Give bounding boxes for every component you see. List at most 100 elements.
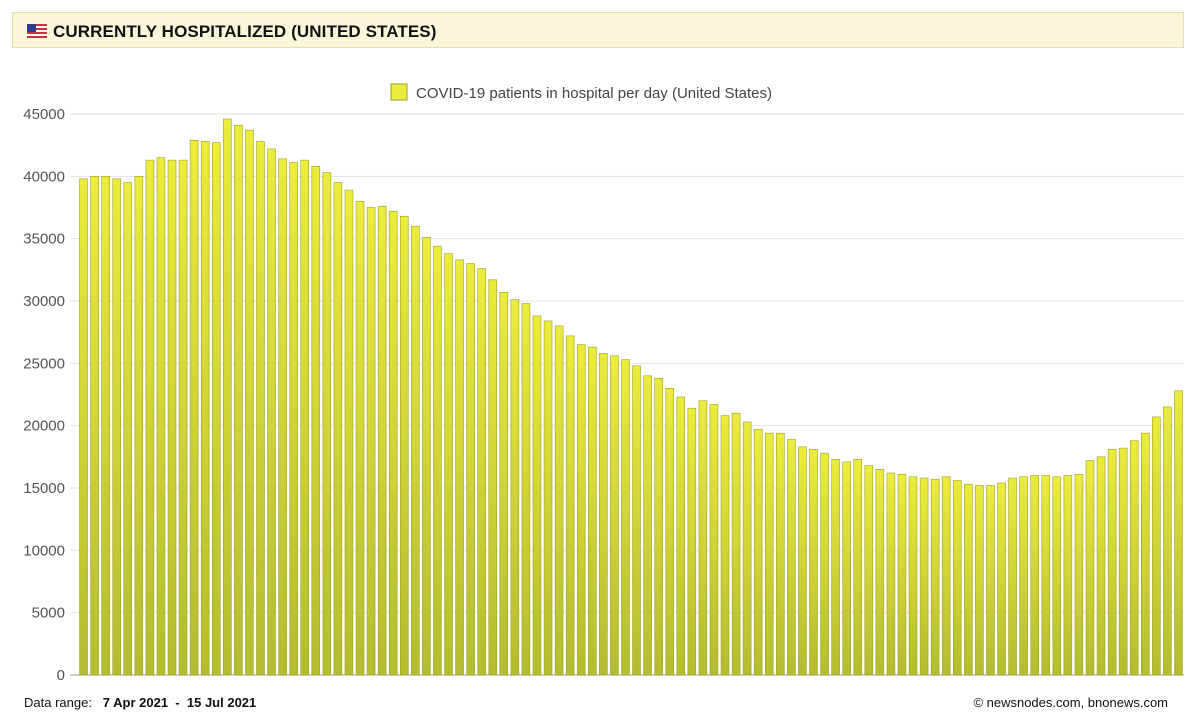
bar[interactable] <box>1107 449 1117 676</box>
bar[interactable] <box>256 141 265 676</box>
bar[interactable] <box>875 468 885 676</box>
bar[interactable] <box>831 459 840 676</box>
bar[interactable] <box>234 124 243 676</box>
bar[interactable] <box>676 396 686 676</box>
bar[interactable] <box>1163 406 1172 676</box>
bar[interactable] <box>731 412 741 676</box>
bar[interactable] <box>986 485 995 676</box>
bar[interactable] <box>588 346 597 676</box>
bar[interactable] <box>798 446 807 676</box>
bar[interactable] <box>477 268 486 676</box>
bar[interactable] <box>189 139 199 676</box>
bar[interactable] <box>344 189 354 676</box>
bar[interactable] <box>90 176 99 676</box>
bar[interactable] <box>1063 475 1073 676</box>
bar[interactable] <box>997 482 1006 676</box>
bar[interactable] <box>510 299 520 676</box>
bar[interactable] <box>543 320 553 676</box>
bar[interactable] <box>532 315 542 676</box>
bar[interactable] <box>720 415 730 676</box>
bar[interactable] <box>411 225 420 676</box>
bar[interactable] <box>576 344 586 676</box>
bar[interactable] <box>1074 473 1084 676</box>
bar[interactable] <box>964 483 973 676</box>
legend-label[interactable]: COVID-19 patients in hospital per day (U… <box>416 85 772 102</box>
bar[interactable] <box>1041 475 1051 676</box>
bar[interactable] <box>499 291 509 676</box>
bar[interactable] <box>930 478 940 676</box>
bar[interactable] <box>908 476 918 676</box>
bar[interactable] <box>1085 460 1095 676</box>
bar[interactable] <box>466 263 475 676</box>
bar[interactable] <box>289 162 298 676</box>
bar[interactable] <box>366 207 376 676</box>
bar[interactable] <box>897 473 907 676</box>
bar[interactable] <box>267 148 276 676</box>
bar[interactable] <box>709 404 719 676</box>
bar[interactable] <box>1141 432 1150 676</box>
bar[interactable] <box>355 200 365 676</box>
bar[interactable] <box>610 355 619 676</box>
bar[interactable] <box>941 476 951 676</box>
bar[interactable] <box>200 141 210 676</box>
bar[interactable] <box>1129 440 1139 676</box>
bar[interactable] <box>134 176 144 676</box>
bar[interactable] <box>554 325 564 676</box>
bar[interactable] <box>1118 447 1128 676</box>
bar[interactable] <box>599 353 608 676</box>
bar[interactable] <box>665 387 674 676</box>
bar[interactable] <box>820 452 829 676</box>
bar[interactable] <box>809 449 818 676</box>
bar[interactable] <box>842 461 851 676</box>
bar[interactable] <box>787 439 796 676</box>
bar[interactable] <box>300 159 310 676</box>
bar[interactable] <box>167 159 177 676</box>
bar[interactable] <box>632 365 641 676</box>
bar[interactable] <box>399 215 409 676</box>
bar[interactable] <box>764 432 774 676</box>
bar[interactable] <box>123 182 133 676</box>
bar[interactable] <box>975 485 984 676</box>
bar[interactable] <box>1008 477 1017 676</box>
bar[interactable] <box>112 178 121 676</box>
bar[interactable] <box>444 253 453 676</box>
bar[interactable] <box>1030 475 1039 676</box>
bar[interactable] <box>654 377 663 676</box>
bar[interactable] <box>79 178 88 676</box>
bar[interactable] <box>521 303 531 676</box>
bar[interactable] <box>101 176 110 676</box>
bar[interactable] <box>621 359 630 676</box>
bar[interactable] <box>1096 456 1106 676</box>
bar[interactable] <box>223 118 232 676</box>
bar[interactable] <box>864 465 874 676</box>
bar[interactable] <box>1174 390 1183 676</box>
bar[interactable] <box>565 335 575 676</box>
legend-swatch[interactable] <box>390 83 408 101</box>
bar[interactable] <box>698 400 708 676</box>
bar[interactable] <box>178 159 188 676</box>
bar[interactable] <box>433 245 442 676</box>
bar[interactable] <box>145 159 155 676</box>
bar[interactable] <box>377 205 387 676</box>
bar[interactable] <box>211 142 221 676</box>
bar[interactable] <box>643 375 652 676</box>
bar[interactable] <box>422 237 431 676</box>
bar[interactable] <box>776 432 785 676</box>
bar[interactable] <box>1052 476 1062 676</box>
bar[interactable] <box>1019 476 1028 676</box>
bar[interactable] <box>687 407 697 676</box>
bar[interactable] <box>952 480 962 676</box>
bar[interactable] <box>742 421 752 676</box>
bar[interactable] <box>333 182 343 676</box>
bar[interactable] <box>886 472 896 676</box>
bar[interactable] <box>488 279 498 676</box>
bar[interactable] <box>311 166 321 676</box>
bar[interactable] <box>455 259 464 676</box>
bar[interactable] <box>278 158 287 676</box>
bar[interactable] <box>388 210 398 676</box>
bar[interactable] <box>156 157 166 676</box>
bar[interactable] <box>1152 416 1161 676</box>
copyright[interactable]: © newsnodes.com, bnonews.com <box>973 695 1168 710</box>
bar[interactable] <box>322 172 332 676</box>
bar[interactable] <box>919 477 929 676</box>
